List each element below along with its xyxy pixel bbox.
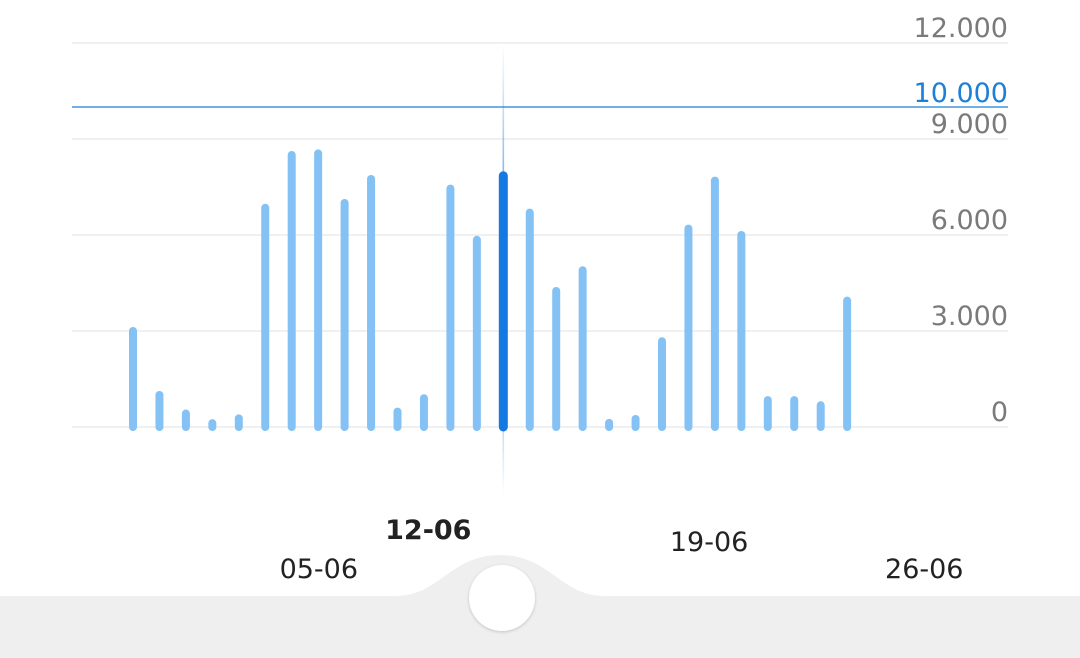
date-scrubber-track[interactable] [0, 540, 1080, 658]
step-chart[interactable]: 10.000 0 3.000 6.000 9.000 12.000 [0, 0, 1080, 500]
date-label-selected[interactable]: 12-06 [385, 515, 472, 546]
y-tick-label: 3.000 [931, 301, 1008, 332]
goal-label: 10.000 [914, 78, 1008, 109]
date-label[interactable]: 26-06 [885, 554, 964, 585]
goal-line-group: 10.000 [72, 78, 1008, 109]
y-tick-label: 9.000 [931, 109, 1008, 140]
scrubber-knob[interactable] [469, 565, 535, 631]
y-tick-label: 6.000 [931, 205, 1008, 236]
grid-lines [72, 42, 1008, 428]
y-axis-ticks: 0 3.000 6.000 9.000 12.000 [914, 13, 1008, 428]
y-tick-label: 0 [991, 397, 1008, 428]
y-tick-label: 12.000 [914, 13, 1008, 44]
date-label[interactable]: 19-06 [669, 527, 749, 558]
scrubber-curve [0, 555, 1080, 658]
bars[interactable] [129, 149, 852, 432]
date-label[interactable]: 05-06 [279, 554, 359, 585]
